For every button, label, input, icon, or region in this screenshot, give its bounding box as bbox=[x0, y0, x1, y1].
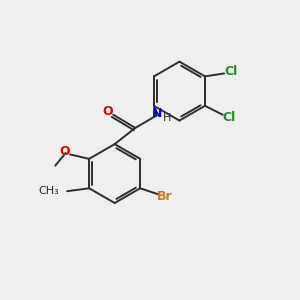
Text: Cl: Cl bbox=[224, 65, 237, 78]
Text: CH₃: CH₃ bbox=[38, 186, 59, 196]
Text: O: O bbox=[103, 105, 113, 118]
Text: N: N bbox=[152, 107, 162, 120]
Text: Br: Br bbox=[157, 190, 172, 203]
Text: Cl: Cl bbox=[223, 111, 236, 124]
Text: O: O bbox=[59, 145, 70, 158]
Text: H: H bbox=[163, 113, 171, 124]
